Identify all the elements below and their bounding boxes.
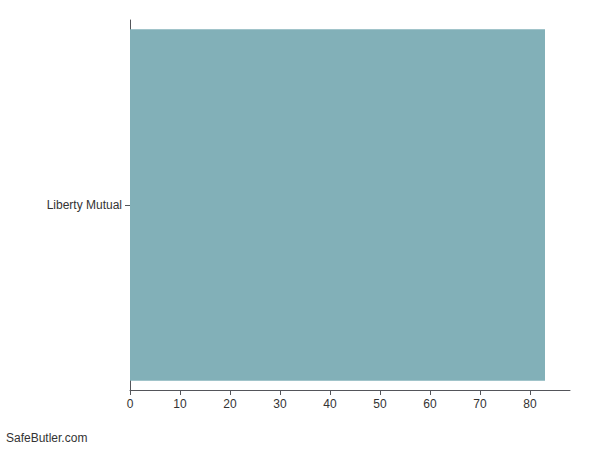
svg-text:70: 70 [473,397,487,411]
svg-text:30: 30 [273,397,287,411]
svg-text:Liberty Mutual: Liberty Mutual [47,198,122,212]
svg-text:80: 80 [523,397,537,411]
svg-text:SafeButler.com: SafeButler.com [6,431,87,445]
svg-text:60: 60 [423,397,437,411]
svg-text:40: 40 [323,397,337,411]
svg-text:20: 20 [223,397,237,411]
svg-text:10: 10 [173,397,187,411]
svg-text:0: 0 [127,397,134,411]
svg-text:50: 50 [373,397,387,411]
